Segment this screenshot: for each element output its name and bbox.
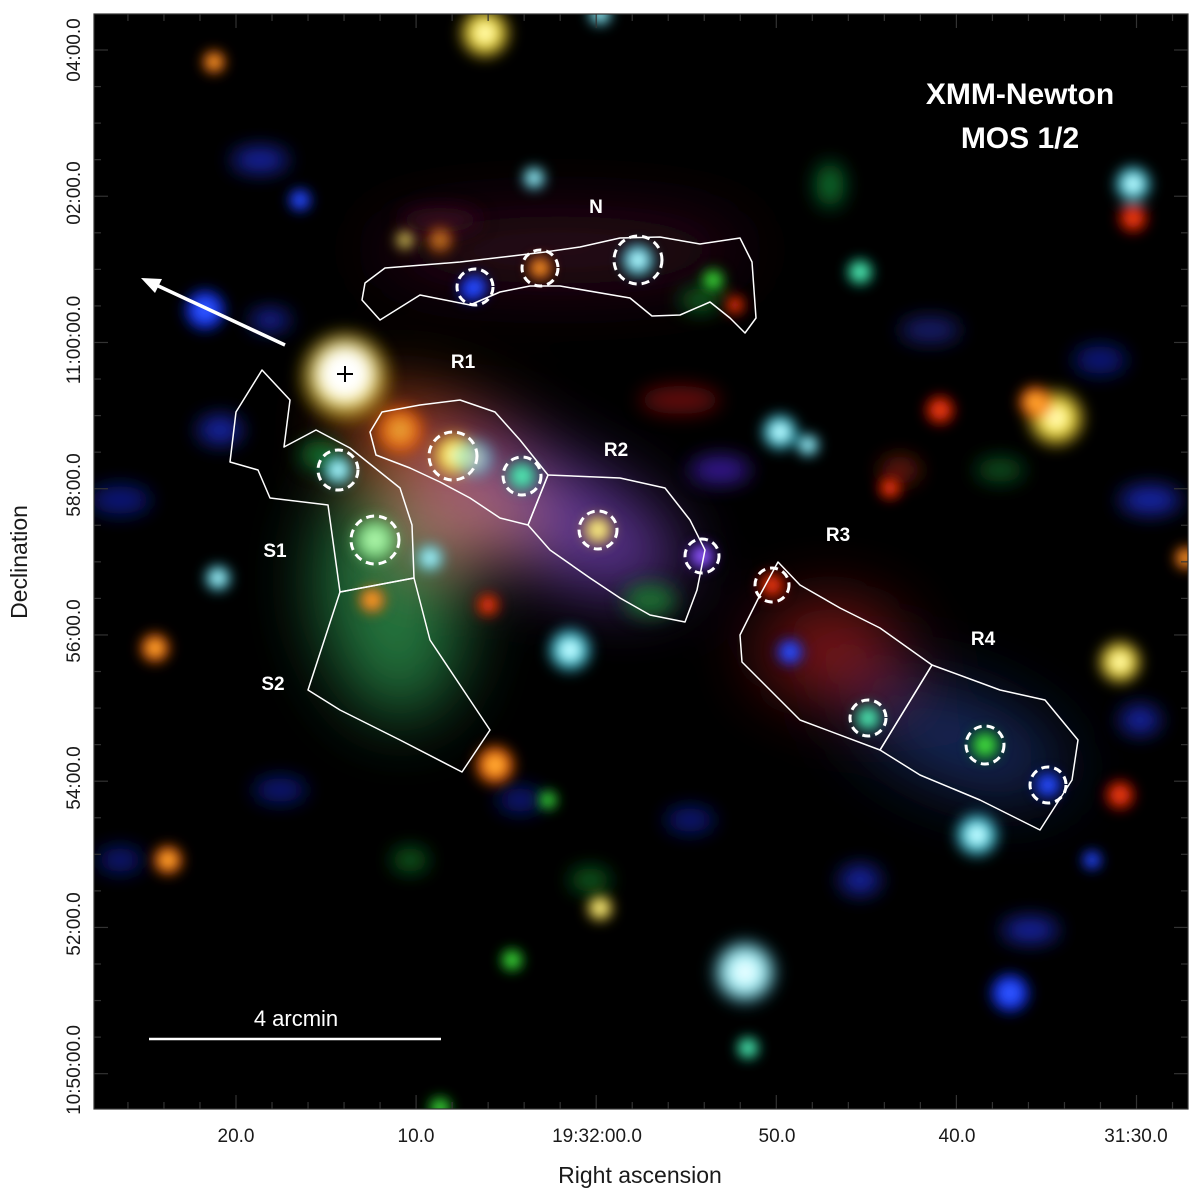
- region-label-n: N: [589, 197, 603, 218]
- excluded-source-circle: [848, 698, 888, 738]
- y-tick-label: 02:00.0: [64, 161, 85, 224]
- excluded-source-circle: [501, 455, 543, 497]
- region-label-r2: R2: [604, 440, 628, 461]
- y-tick-label: 58:00.0: [64, 453, 85, 516]
- y-tick-label: 52:00.0: [64, 892, 85, 955]
- y-tick-label: 54:00.0: [64, 746, 85, 809]
- scale-bar-label: 4 arcmin: [254, 1006, 338, 1031]
- excluded-source-circle: [455, 267, 495, 307]
- y-axis-title: Declination: [6, 505, 32, 619]
- excluded-source-circle: [427, 430, 479, 482]
- y-axis-tick-labels: 04:00.0 02:00.0 11:00:00.0 58:00.0 56:00…: [64, 18, 85, 1115]
- x-tick-label: 40.0: [939, 1126, 976, 1147]
- scale-bar: 4 arcmin: [149, 1006, 441, 1041]
- excluded-source-circles: [316, 234, 1068, 805]
- instrument-title-line1: XMM-Newton: [926, 78, 1114, 111]
- excluded-source-circle: [612, 234, 664, 286]
- x-tick-label: 10.0: [398, 1126, 435, 1147]
- excluded-source-circle: [520, 248, 560, 288]
- region-r4-outline: [879, 664, 1079, 831]
- y-tick-label: 56:00.0: [64, 599, 85, 662]
- x-axis-tick-labels: 20.0 10.0 19:32:00.0 50.0 40.0 31:30.0: [218, 1126, 1168, 1147]
- excluded-source-circle: [964, 724, 1006, 766]
- y-tick-label: 11:00:00.0: [64, 296, 85, 384]
- axis-ticks: [94, 14, 1188, 1109]
- excluded-source-circle: [753, 566, 791, 604]
- region-label-r3: R3: [826, 525, 850, 546]
- excluded-source-circle: [1028, 765, 1068, 805]
- y-tick-label: 10:50:00.0: [64, 1025, 85, 1115]
- pulsar-position-cross: [337, 366, 353, 382]
- x-tick-label: 50.0: [759, 1126, 796, 1147]
- excluded-source-circle: [349, 514, 401, 566]
- y-tick-label: 04:00.0: [64, 18, 85, 81]
- proper-motion-arrow: [141, 278, 286, 347]
- region-s2-outline: [307, 577, 491, 773]
- point-sources: [137, 14, 1188, 1109]
- instrument-title-line2: MOS 1/2: [961, 122, 1079, 155]
- x-axis-title: Right ascension: [558, 1162, 722, 1188]
- region-label-s1: S1: [263, 541, 287, 562]
- region-label-r4: R4: [971, 629, 996, 650]
- x-tick-label: 20.0: [218, 1126, 255, 1147]
- x-tick-label: 19:32:00.0: [552, 1126, 642, 1147]
- excluded-source-circle: [316, 448, 360, 492]
- region-label-s2: S2: [261, 674, 284, 695]
- region-outlines: [229, 236, 1079, 831]
- region-s1-outline: [229, 369, 415, 593]
- x-tick-label: 31:30.0: [1104, 1126, 1167, 1147]
- region-r2-outline: [527, 474, 706, 623]
- excluded-source-circle: [683, 537, 721, 575]
- region-n-outline: [361, 236, 757, 334]
- excluded-source-circle: [577, 509, 619, 551]
- region-label-r1: R1: [451, 352, 476, 373]
